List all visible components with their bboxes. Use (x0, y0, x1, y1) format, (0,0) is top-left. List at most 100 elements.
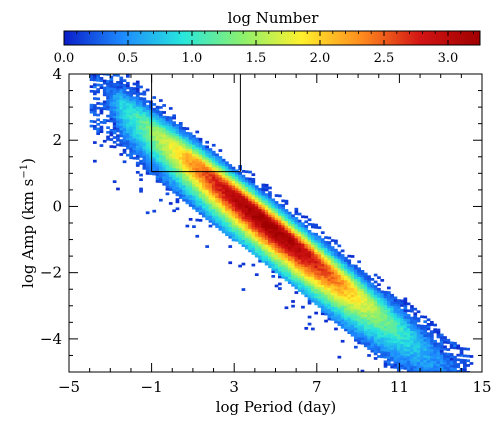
heatmap-cell (172, 132, 176, 136)
heatmap-cell (449, 343, 454, 347)
heatmap-cell (271, 207, 276, 211)
heatmap-cell (112, 140, 117, 144)
heatmap-cell (135, 129, 140, 133)
heatmap-cell (396, 327, 401, 330)
heatmap-cell (294, 249, 299, 253)
heatmap-cell (109, 115, 114, 118)
heatmap-cell (132, 98, 137, 102)
heatmap-cell (297, 224, 302, 228)
heatmap-cell (413, 373, 417, 376)
heatmap-cell (373, 322, 378, 326)
heatmap-cell (450, 374, 454, 377)
heatmap-cell (93, 159, 97, 163)
heatmap-cell (450, 397, 454, 400)
heatmap-cell (420, 383, 424, 386)
heatmap-cell (320, 252, 325, 255)
heatmap-cell (340, 286, 345, 290)
heatmap-cell (248, 230, 252, 234)
heatmap-cell (420, 390, 424, 393)
heatmap-cell (330, 269, 335, 273)
heatmap-cell (357, 299, 361, 303)
heatmap-cell (159, 117, 163, 121)
heatmap-cell (460, 384, 464, 387)
heatmap-cell (377, 306, 381, 310)
heatmap-cell (195, 146, 200, 150)
heatmap-cell (268, 191, 272, 194)
heatmap-cell (202, 212, 206, 216)
heatmap-cell (149, 158, 153, 162)
heatmap-cell (175, 154, 180, 157)
heatmap-cell (168, 128, 173, 131)
heatmap-cell (268, 205, 272, 208)
heatmap-cell (420, 338, 424, 342)
heatmap-cell (463, 382, 467, 385)
heatmap-cell (165, 153, 170, 156)
heatmap-cell (258, 218, 262, 221)
heatmap-cell (449, 362, 454, 366)
heatmap-cell (354, 313, 358, 317)
heatmap-cell (284, 306, 289, 310)
heatmap-cell (228, 231, 233, 235)
heatmap-cell (149, 112, 153, 115)
heatmap-cell (198, 195, 203, 199)
heatmap-cell (155, 147, 160, 151)
heatmap-cell (287, 260, 292, 264)
heatmap-cell (337, 321, 342, 324)
heatmap-cell (142, 113, 147, 117)
heatmap-cell (311, 276, 315, 280)
heatmap-cell (450, 393, 454, 396)
heatmap-cell (135, 171, 140, 174)
heatmap-cell (443, 368, 447, 372)
heatmap-cell (360, 323, 365, 327)
heatmap-cell (185, 162, 190, 165)
heatmap-cell (185, 180, 190, 184)
heatmap-cell (433, 339, 437, 343)
heatmap-cell (304, 276, 309, 279)
heatmap-cell (126, 105, 130, 108)
heatmap-cell (192, 195, 196, 198)
heatmap-cell (258, 259, 262, 263)
heatmap-cell (112, 145, 117, 149)
heatmap-cell (301, 252, 305, 256)
heatmap-cell (211, 206, 216, 210)
heatmap-cell (363, 344, 368, 348)
heatmap-cell (258, 190, 262, 193)
heatmap-cell (106, 103, 110, 106)
heatmap-cell (357, 327, 361, 331)
heatmap-cell (287, 211, 292, 215)
heatmap-cell (235, 178, 239, 182)
heatmap-cell (271, 254, 276, 257)
heatmap-cell (466, 354, 470, 358)
heatmap-cell (165, 148, 170, 152)
heatmap-cell (307, 262, 312, 266)
heatmap-cell (211, 160, 216, 163)
heatmap-cell (112, 115, 117, 119)
heatmap-cell (304, 292, 309, 295)
heatmap-cell (145, 125, 150, 129)
heatmap-cell (304, 282, 309, 286)
heatmap-cell (439, 349, 444, 353)
heatmap-cell (261, 246, 266, 249)
heatmap-cell (357, 288, 361, 291)
heatmap-cell (393, 301, 398, 304)
heatmap-cell (297, 252, 302, 255)
heatmap-cell (466, 364, 470, 367)
heatmap-cell (185, 141, 190, 144)
heatmap-cell (420, 327, 424, 330)
heatmap-cell (337, 267, 342, 271)
heatmap-cell (327, 276, 332, 279)
heatmap-cell (132, 135, 137, 139)
heatmap-cell (208, 182, 213, 186)
heatmap-cell (297, 238, 302, 241)
heatmap-cell (340, 284, 345, 288)
heatmap-cell (178, 177, 183, 181)
heatmap-cell (244, 226, 249, 229)
heatmap-cell (354, 283, 358, 287)
heatmap-cell (106, 96, 110, 99)
heatmap-cell (460, 419, 464, 422)
heatmap-cell (248, 177, 252, 181)
heatmap-cell (416, 324, 421, 328)
heatmap-cell (354, 325, 358, 328)
heatmap-cell (228, 168, 233, 172)
heatmap-cell (344, 263, 348, 267)
